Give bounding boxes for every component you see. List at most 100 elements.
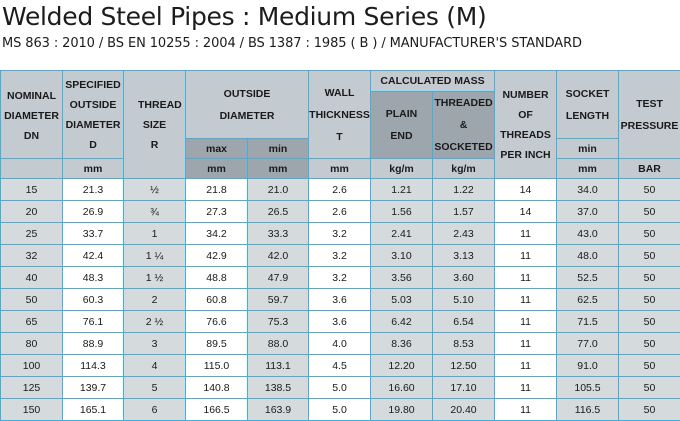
cell-mass-plain: 8.36 <box>371 333 433 355</box>
page-title: Welded Steel Pipes : Medium Series (M) <box>2 2 486 32</box>
cell-mass-plain: 3.10 <box>371 245 433 267</box>
cell-threads-per-inch: 14 <box>495 201 557 223</box>
cell-od-min: 88.0 <box>248 333 309 355</box>
header-socket-min: min <box>557 139 619 159</box>
cell-mass-threaded: 1.22 <box>433 179 495 201</box>
cell-od-min: 138.5 <box>248 377 309 399</box>
cell-wall-thickness: 2.6 <box>309 179 371 201</box>
cell-socket-length: 91.0 <box>557 355 619 377</box>
cell-mass-threaded: 3.13 <box>433 245 495 267</box>
cell-od-max: 60.8 <box>186 289 248 311</box>
cell-wall-thickness: 2.6 <box>309 201 371 223</box>
cell-mass-threaded: 17.10 <box>433 377 495 399</box>
cell-od-max: 166.5 <box>186 399 248 421</box>
cell-test-pressure: 50 <box>619 245 680 267</box>
header-specified-outside-diameter: SPECIFIED OUTSIDE DIAMETER D <box>63 71 124 159</box>
cell-mass-threaded: 6.54 <box>433 311 495 333</box>
cell-mass-threaded: 12.50 <box>433 355 495 377</box>
cell-threads-per-inch: 11 <box>495 377 557 399</box>
cell-wall-thickness: 3.2 <box>309 245 371 267</box>
cell-mass-plain: 1.56 <box>371 201 433 223</box>
cell-threads-per-inch: 11 <box>495 289 557 311</box>
cell-threads-per-inch: 14 <box>495 179 557 201</box>
cell-wall-thickness: 5.0 <box>309 399 371 421</box>
cell-nominal-dn: 25 <box>1 223 63 245</box>
cell-test-pressure: 50 <box>619 377 680 399</box>
cell-thread-size: 6 <box>124 399 186 421</box>
unit-plain: kg/m <box>371 159 433 179</box>
cell-od-max: 115.0 <box>186 355 248 377</box>
cell-thread-size: 2 ½ <box>124 311 186 333</box>
cell-threads-per-inch: 11 <box>495 355 557 377</box>
cell-od-min: 47.9 <box>248 267 309 289</box>
cell-threads-per-inch: 11 <box>495 311 557 333</box>
cell-od-max: 34.2 <box>186 223 248 245</box>
cell-od-min: 163.9 <box>248 399 309 421</box>
unit-socket: mm <box>557 159 619 179</box>
cell-socket-length: 52.5 <box>557 267 619 289</box>
cell-socket-length: 37.0 <box>557 201 619 223</box>
cell-mass-plain: 3.56 <box>371 267 433 289</box>
cell-wall-thickness: 5.0 <box>309 377 371 399</box>
cell-nominal-dn: 15 <box>1 179 63 201</box>
unit-specified: mm <box>63 159 124 179</box>
cell-mass-plain: 5.03 <box>371 289 433 311</box>
cell-mass-threaded: 1.57 <box>433 201 495 223</box>
cell-threads-per-inch: 11 <box>495 267 557 289</box>
cell-od-max: 76.6 <box>186 311 248 333</box>
cell-nominal-dn: 100 <box>1 355 63 377</box>
cell-test-pressure: 50 <box>619 355 680 377</box>
cell-od-max: 42.9 <box>186 245 248 267</box>
cell-nominal-dn: 50 <box>1 289 63 311</box>
cell-wall-thickness: 4.0 <box>309 333 371 355</box>
cell-od-min: 21.0 <box>248 179 309 201</box>
cell-socket-length: 34.0 <box>557 179 619 201</box>
cell-od-min: 42.0 <box>248 245 309 267</box>
cell-socket-length: 116.5 <box>557 399 619 421</box>
cell-socket-length: 62.5 <box>557 289 619 311</box>
cell-socket-length: 77.0 <box>557 333 619 355</box>
cell-wall-thickness: 3.6 <box>309 311 371 333</box>
cell-mass-threaded: 2.43 <box>433 223 495 245</box>
cell-mass-plain: 6.42 <box>371 311 433 333</box>
cell-nominal-dn: 65 <box>1 311 63 333</box>
cell-thread-size: 2 <box>124 289 186 311</box>
header-socket-length: SOCKET LENGTH <box>557 71 619 139</box>
cell-od-max: 48.8 <box>186 267 248 289</box>
cell-mass-threaded: 20.40 <box>433 399 495 421</box>
cell-nominal-dn: 125 <box>1 377 63 399</box>
unit-outside-max: mm <box>186 159 248 179</box>
cell-wall-thickness: 4.5 <box>309 355 371 377</box>
cell-wall-thickness: 3.2 <box>309 223 371 245</box>
header-calculated-mass: CALCULATED MASS <box>371 71 495 92</box>
cell-mass-plain: 19.80 <box>371 399 433 421</box>
header-wall-thickness: WALL THICKNESS T <box>309 71 371 159</box>
cell-thread-size: 1 ¼ <box>124 245 186 267</box>
cell-od-max: 27.3 <box>186 201 248 223</box>
pipe-spec-table: NOMINAL DIAMETER DN SPECIFIED OUTSIDE DI… <box>0 70 680 421</box>
cell-thread-size: 4 <box>124 355 186 377</box>
cell-thread-size: ½ <box>124 179 186 201</box>
cell-od-min: 75.3 <box>248 311 309 333</box>
cell-socket-length: 71.5 <box>557 311 619 333</box>
cell-test-pressure: 50 <box>619 223 680 245</box>
cell-specified-od: 139.7 <box>63 377 124 399</box>
cell-test-pressure: 50 <box>619 267 680 289</box>
cell-nominal-dn: 80 <box>1 333 63 355</box>
cell-specified-od: 165.1 <box>63 399 124 421</box>
cell-socket-length: 105.5 <box>557 377 619 399</box>
unit-test: BAR <box>619 159 680 179</box>
cell-specified-od: 114.3 <box>63 355 124 377</box>
cell-test-pressure: 50 <box>619 179 680 201</box>
header-thread-size: THREAD SIZE R <box>124 71 186 179</box>
cell-nominal-dn: 20 <box>1 201 63 223</box>
header-test-pressure: TEST PRESSURE <box>619 71 680 159</box>
cell-od-max: 21.8 <box>186 179 248 201</box>
standards-subtitle: MS 863 : 2010 / BS EN 10255 : 2004 / BS … <box>2 35 582 53</box>
cell-specified-od: 21.3 <box>63 179 124 201</box>
